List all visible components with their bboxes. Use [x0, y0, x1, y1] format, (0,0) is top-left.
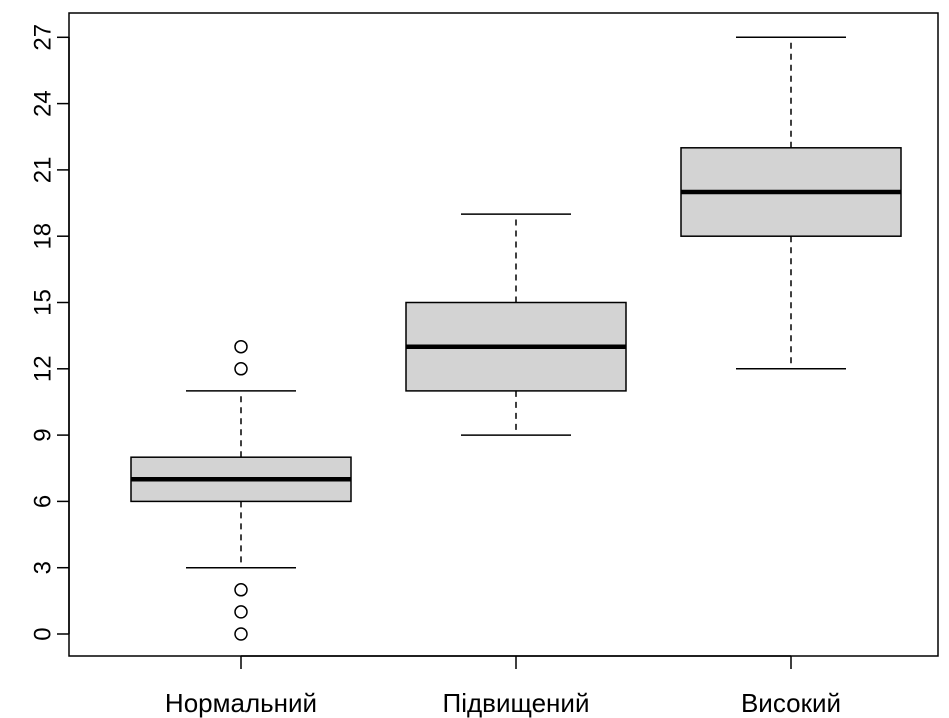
y-tick-label-9: 9 — [29, 428, 56, 441]
outlier-point-0-0 — [234, 627, 248, 641]
boxes-group — [130, 36, 902, 641]
outlier-point-0-4 — [234, 339, 248, 354]
x-category-label-2: Високий — [741, 688, 841, 718]
x-axis: Нормальний Підвищений Високий — [165, 656, 841, 718]
x-category-label-0: Нормальний — [165, 688, 317, 718]
y-tick-label-18: 18 — [29, 223, 56, 250]
outlier-point-0-3 — [234, 362, 248, 376]
box-2 — [680, 36, 902, 370]
y-axis: 0 3 6 9 12 15 18 21 24 27 — [29, 24, 69, 641]
y-tick-label-24: 24 — [29, 90, 56, 117]
box-1 — [405, 213, 627, 436]
outlier-point-0-1 — [234, 605, 248, 619]
outlier-point-0-2 — [234, 583, 248, 597]
y-tick-label-0: 0 — [29, 627, 56, 640]
y-tick-label-21: 21 — [29, 157, 56, 184]
y-tick-label-3: 3 — [29, 561, 56, 574]
y-tick-label-27: 27 — [29, 24, 56, 51]
y-tick-label-15: 15 — [29, 289, 56, 316]
y-tick-label-6: 6 — [29, 495, 56, 508]
x-category-label-1: Підвищений — [443, 688, 590, 718]
y-tick-label-12: 12 — [29, 355, 56, 382]
box-0 — [130, 339, 352, 641]
